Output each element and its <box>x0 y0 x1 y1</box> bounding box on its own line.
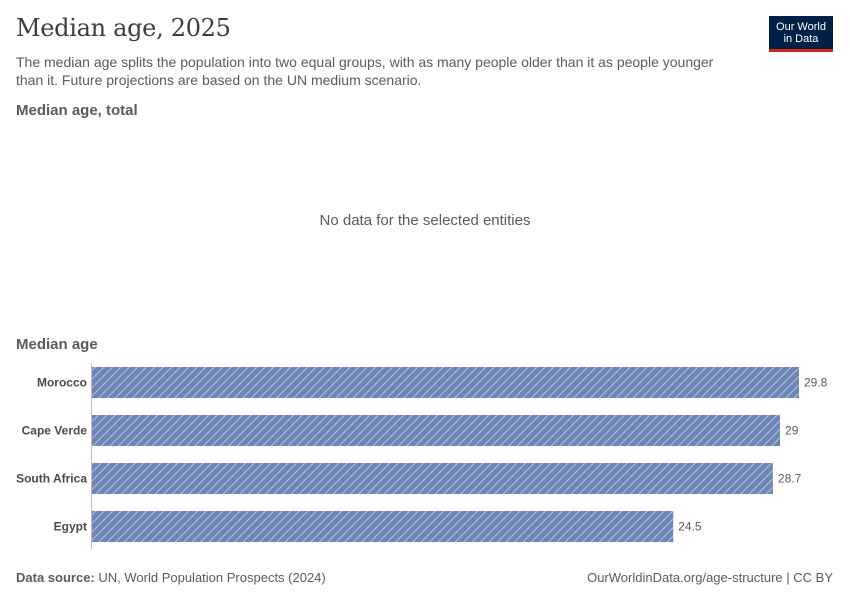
bar-south-africa[interactable] <box>92 463 773 494</box>
panel-total-title: Median age, total <box>16 102 138 119</box>
chart-subtitle: The median age splits the population int… <box>16 54 714 88</box>
no-data-message: No data for the selected entities <box>319 212 531 229</box>
footer-url-license[interactable]: OurWorldinData.org/age-structure | CC BY <box>587 570 833 585</box>
category-label-egypt: Egypt <box>54 520 87 534</box>
category-label-south-africa: South Africa <box>16 472 87 486</box>
logo-line-1: Our World <box>776 20 826 33</box>
category-label-morocco: Morocco <box>37 376 87 390</box>
chart-title: Median age, 2025 <box>16 14 231 42</box>
logo-line-2: in Data <box>783 32 819 45</box>
owid-logo[interactable]: Our World in Data <box>769 16 833 52</box>
value-label-morocco: 29.8 <box>804 376 828 390</box>
median-age-bar-chart: Morocco 29.8 Cape Verde 29 South Africa 28.7 E… <box>16 363 828 549</box>
data-source: Data source: UN, World Population Prospe… <box>16 570 326 585</box>
value-label-egypt: 24.5 <box>678 520 702 534</box>
bar-morocco[interactable] <box>92 367 799 398</box>
value-label-south-africa: 28.7 <box>778 472 802 486</box>
panel-median-title: Median age <box>16 336 98 353</box>
value-label-cape-verde: 29 <box>785 424 799 438</box>
source-text[interactable]: UN, World Population Prospects (2024) <box>98 570 326 585</box>
bar-cape-verde[interactable] <box>92 415 781 446</box>
source-label: Data source: <box>16 570 95 585</box>
category-label-cape-verde: Cape Verde <box>22 424 88 438</box>
bar-egypt[interactable] <box>92 511 674 542</box>
